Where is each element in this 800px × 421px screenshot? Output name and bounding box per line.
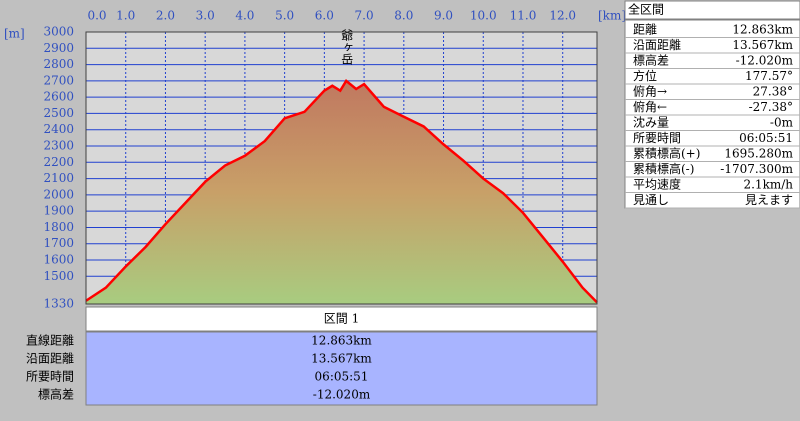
y-tick-label: 1900	[43, 204, 74, 218]
x-tick-label: 8.0	[394, 9, 413, 23]
summary-title-bg	[624, 0, 800, 20]
elevation-line	[85, 78, 598, 304]
y-tick-label: 2200	[43, 155, 74, 169]
summary-row-value: 12.863km	[732, 23, 793, 37]
section-row-label: 沿面距離	[26, 352, 74, 366]
summary-row-value: 06:05:51	[739, 131, 793, 145]
y-tick-label: 1800	[43, 220, 74, 234]
section-row-value: 12.863km	[311, 334, 372, 348]
summary-row-label: 所要時間	[633, 131, 681, 145]
section-row-label: 直線距離	[26, 333, 74, 348]
summary-row-value: -27.38°	[749, 100, 793, 114]
elevation-fill	[86, 80, 597, 304]
axis-frame	[85, 31, 598, 305]
summary-row-label: 沿面距離	[633, 38, 681, 52]
section-row-value: 13.567km	[311, 352, 372, 366]
summary-title: 全区間	[628, 2, 664, 17]
x-tick-label: 1.0	[116, 9, 135, 23]
y-tick-label: 2000	[43, 187, 74, 201]
summary-row-value: 1695.280m	[724, 147, 793, 161]
x-tick-label: 9.0	[434, 9, 453, 23]
summary-row-value: 177.57°	[745, 69, 793, 83]
x-tick-label: 12.0	[549, 9, 576, 23]
y-tick-label: 3000	[43, 25, 74, 39]
y-tick-label: 1700	[43, 236, 74, 250]
x-tick-label: 7.0	[355, 9, 374, 23]
section-row-value: 06:05:51	[315, 370, 369, 384]
x-tick-label: 10.0	[470, 9, 497, 23]
summary-row-label: 平均速度	[633, 177, 681, 192]
y-tick-label: 2800	[43, 57, 74, 71]
y-tick-label: 2700	[43, 73, 74, 87]
y-tick-label: 2400	[43, 122, 74, 136]
y-tick-label: 2900	[43, 41, 74, 55]
peak-annotation: 爺ヶ岳	[340, 28, 354, 64]
x-tick-label: 0.0	[87, 9, 106, 23]
summary-row-label: 見通し	[633, 193, 669, 207]
summary-row-value: -12.020m	[736, 54, 794, 68]
y-tick-label: 2600	[43, 90, 74, 104]
x-tick-label: 2.0	[156, 9, 175, 23]
x-tick-label: 4.0	[235, 9, 254, 23]
x-tick-label: 6.0	[315, 9, 334, 23]
y-tick-label: 1330	[43, 297, 74, 311]
summary-row-label: 標高差	[633, 53, 669, 68]
section-header: 区間 1	[324, 312, 359, 326]
section-row-value: -12.020m	[313, 388, 371, 402]
summary-row-label: 沈み量	[633, 115, 669, 130]
summary-row-value: 27.38°	[753, 85, 793, 99]
summary-row-label: 距離	[633, 23, 657, 37]
section-row-label: 所要時間	[26, 370, 74, 384]
x-tick-label: 3.0	[196, 9, 215, 23]
section-body-bg	[85, 331, 598, 406]
summary-row-label: 累積標高(-)	[633, 161, 694, 176]
x-axis-unit: [km]	[598, 9, 626, 23]
x-tick-label: 5.0	[275, 9, 294, 23]
summary-row-label: 方位	[633, 68, 657, 83]
y-tick-label: 1600	[43, 253, 74, 267]
x-tick-label: 11.0	[510, 9, 537, 23]
y-tick-label: 2500	[43, 106, 74, 120]
y-tick-label: 2100	[43, 171, 74, 185]
summary-row-label: 俯角→	[633, 84, 667, 99]
y-axis-unit: [m]	[4, 27, 25, 41]
section-row-label: 標高差	[38, 387, 74, 402]
summary-row-value: 見えます	[745, 193, 793, 207]
summary-row-value: 13.567km	[732, 38, 793, 52]
summary-row-value: -1707.300m	[720, 162, 793, 176]
y-tick-label: 2300	[43, 139, 74, 153]
summary-row-label: 累積標高(+)	[633, 146, 700, 161]
summary-row-label: 俯角←	[633, 99, 667, 114]
summary-row-value: -0m	[770, 116, 794, 130]
section-header-bg	[85, 306, 598, 332]
summary-row-value: 2.1km/h	[743, 178, 793, 192]
y-tick-label: 1500	[43, 269, 74, 283]
